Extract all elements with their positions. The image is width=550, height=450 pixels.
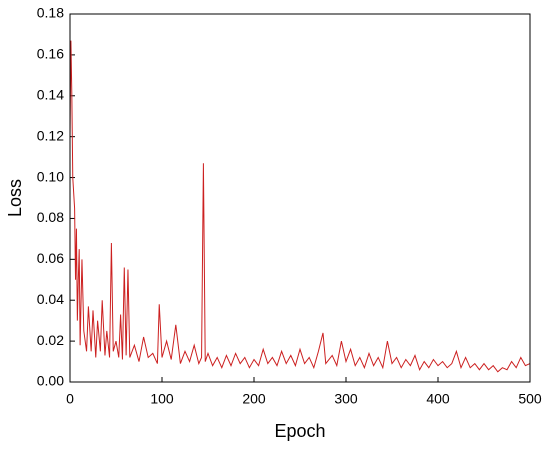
plot-frame — [69, 13, 531, 383]
y-tick-label: 0.08 — [37, 209, 64, 225]
loss-line — [69, 40, 531, 373]
y-tick-label: 0.02 — [37, 332, 64, 348]
y-tick-label: 0.10 — [37, 168, 64, 184]
y-tick-label: 0.16 — [37, 46, 64, 62]
y-tick-label: 0.12 — [37, 127, 64, 143]
y-tick-label: 0.06 — [37, 250, 64, 266]
x-tick-label: 200 — [242, 391, 266, 407]
y-tick-label: 0.00 — [37, 373, 64, 389]
y-tick-label: 0.14 — [37, 86, 64, 102]
y-tick-label: 0.18 — [37, 5, 64, 21]
x-tick-label: 500 — [518, 391, 542, 407]
x-tick-label: 0 — [66, 391, 74, 407]
x-tick-label: 300 — [334, 391, 358, 407]
y-axis-title: Loss — [5, 179, 25, 217]
x-tick-label: 100 — [150, 391, 174, 407]
x-tick-label: 400 — [426, 391, 450, 407]
x-axis-title: Epoch — [274, 421, 325, 441]
y-tick-label: 0.04 — [37, 291, 64, 307]
